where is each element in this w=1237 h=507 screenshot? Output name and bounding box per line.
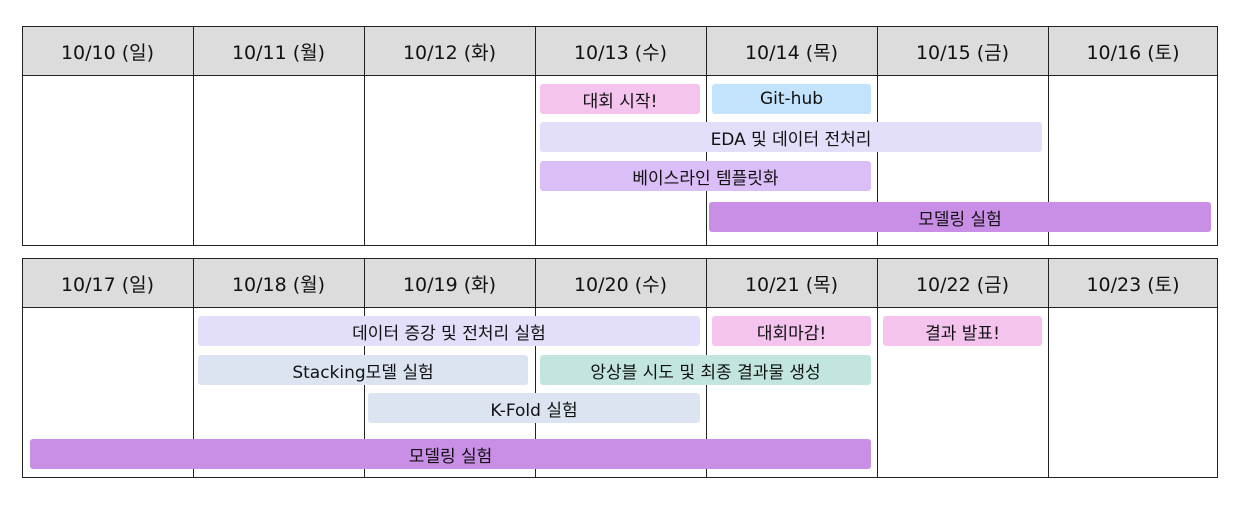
grid-line — [364, 26, 365, 246]
day-header: 10/14 (목) — [706, 26, 877, 76]
day-header: 10/10 (일) — [22, 26, 193, 76]
event-kfold-experiment[interactable]: K-Fold 실험 — [368, 393, 700, 423]
grid-line — [1048, 26, 1049, 246]
day-header: 10/19 (화) — [364, 258, 535, 308]
grid-line — [22, 245, 1218, 246]
event-augmentation-experiment[interactable]: 데이터 증강 및 전처리 실험 — [198, 316, 700, 346]
day-header: 10/11 (월) — [193, 26, 364, 76]
day-header: 10/21 (목) — [706, 258, 877, 308]
event-result-announcement[interactable]: 결과 발표! — [883, 316, 1042, 346]
day-header: 10/18 (월) — [193, 258, 364, 308]
grid-line — [22, 258, 23, 478]
event-contest-deadline[interactable]: 대회마감! — [712, 316, 871, 346]
event-baseline-template[interactable]: 베이스라인 템플릿화 — [540, 161, 871, 191]
grid-line — [22, 477, 1218, 478]
grid-line — [535, 26, 536, 246]
event-stacking-experiment[interactable]: Stacking모델 실험 — [198, 355, 528, 385]
event-modeling-experiment[interactable]: 모델링 실험 — [709, 202, 1211, 232]
event-ensemble-final[interactable]: 앙상블 시도 및 최종 결과물 생성 — [540, 355, 871, 385]
grid-line — [193, 258, 194, 478]
grid-line — [1048, 258, 1049, 478]
calendar-week-2: 10/17 (일) 10/18 (월) 10/19 (화) 10/20 (수) … — [22, 258, 1218, 478]
event-eda-preprocessing[interactable]: EDA 및 데이터 전처리 — [540, 122, 1042, 152]
grid-line — [1217, 258, 1218, 478]
day-header: 10/13 (수) — [535, 26, 706, 76]
event-modeling-experiment[interactable]: 모델링 실험 — [30, 439, 871, 469]
calendar-week-1: 10/10 (일) 10/11 (월) 10/12 (화) 10/13 (수) … — [22, 26, 1218, 246]
day-header: 10/15 (금) — [877, 26, 1048, 76]
day-header: 10/22 (금) — [877, 258, 1048, 308]
grid-line — [535, 258, 536, 478]
day-header: 10/23 (토) — [1048, 258, 1218, 308]
grid-line — [193, 26, 194, 246]
event-github[interactable]: Git-hub — [712, 84, 871, 114]
day-header: 10/17 (일) — [22, 258, 193, 308]
event-contest-start[interactable]: 대회 시작! — [540, 84, 700, 114]
day-header: 10/16 (토) — [1048, 26, 1218, 76]
grid-line — [877, 258, 878, 478]
day-header: 10/20 (수) — [535, 258, 706, 308]
grid-line — [1217, 26, 1218, 246]
day-header: 10/12 (화) — [364, 26, 535, 76]
grid-line — [22, 26, 23, 246]
